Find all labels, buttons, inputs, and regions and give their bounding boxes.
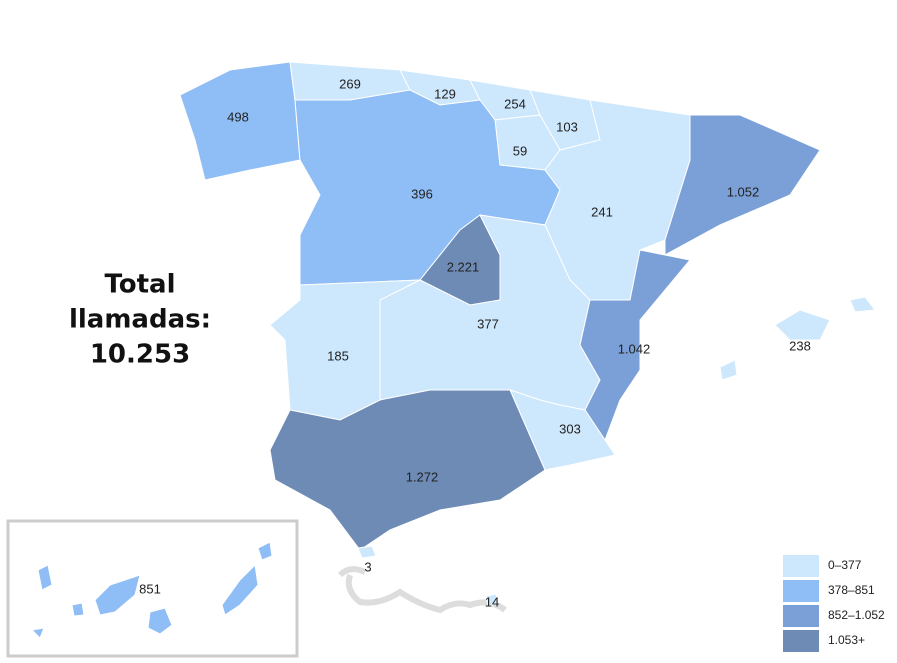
legend-swatch	[783, 605, 819, 627]
region-value: 498	[227, 109, 249, 124]
region-value: 103	[556, 119, 578, 134]
region	[357, 545, 377, 559]
region-value: 396	[411, 186, 433, 201]
inset-frame	[6, 519, 299, 658]
legend-label: 852–1.052	[828, 608, 885, 622]
region	[485, 593, 499, 607]
total-line: llamadas:	[69, 305, 211, 335]
region-value: 59	[513, 143, 527, 158]
region	[221, 563, 259, 616]
region	[37, 564, 53, 591]
region-value: 377	[477, 316, 499, 331]
region-value: 14	[485, 594, 499, 609]
region-value: 241	[591, 204, 613, 219]
region-value: 2.221	[447, 259, 480, 274]
region	[269, 389, 546, 551]
legend-label: 1.053+	[828, 633, 865, 647]
region-value: 254	[504, 96, 526, 111]
region	[147, 607, 173, 635]
region	[664, 114, 821, 256]
region-value: 3	[364, 559, 371, 574]
region-value: 1.042	[618, 341, 651, 356]
region-value: 851	[139, 581, 161, 596]
legend-swatch	[783, 630, 819, 652]
region-value: 1.052	[727, 184, 760, 199]
region	[849, 296, 876, 313]
region	[30, 627, 45, 639]
region-value: 1.272	[406, 469, 439, 484]
region	[94, 574, 141, 616]
total-line: Total	[104, 270, 175, 300]
region-value: 303	[559, 421, 581, 436]
legend-swatch	[783, 580, 819, 602]
region	[71, 602, 85, 617]
region-value: 185	[327, 348, 349, 363]
legend-label: 378–851	[828, 583, 875, 597]
africa-coast	[337, 566, 507, 614]
region-value: 269	[339, 76, 361, 91]
region-value: 238	[789, 338, 811, 353]
region	[774, 309, 831, 341]
legend-swatch	[783, 555, 819, 577]
legend-label: 0–377	[828, 558, 862, 572]
region	[257, 541, 273, 561]
region	[719, 359, 738, 381]
total-line: 10.253	[90, 340, 190, 370]
region-value: 129	[434, 86, 456, 101]
